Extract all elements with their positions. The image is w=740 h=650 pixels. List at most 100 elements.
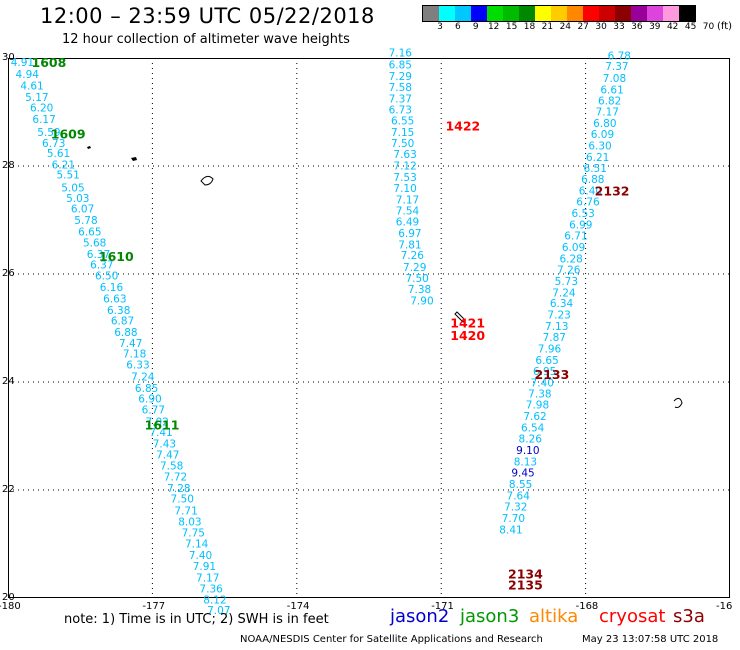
wave-height-value: 6.61 xyxy=(600,84,623,96)
island-outline xyxy=(454,311,466,323)
wave-height-value: 7.02 xyxy=(146,416,169,428)
pass-time-label: 1421 xyxy=(450,316,485,331)
wave-height-value: 6.38 xyxy=(107,305,130,317)
wave-height-value: 6.28 xyxy=(559,253,582,265)
wave-height-value: 7.58 xyxy=(160,461,183,473)
wave-height-value: 7.70 xyxy=(502,513,525,525)
wave-height-value: 7.72 xyxy=(164,472,187,484)
wave-height-value: 6.09 xyxy=(562,242,585,254)
legend-label: 15 xyxy=(505,22,518,32)
wave-height-value: 7.10 xyxy=(393,183,416,195)
satellite-legend-altika: altika xyxy=(529,606,579,627)
wave-height-value: 4.91 xyxy=(11,57,34,69)
legend-swatch xyxy=(503,6,519,21)
legend-label: 33 xyxy=(613,22,625,32)
wave-height-value: 7.29 xyxy=(389,71,412,83)
wave-height-value: 7.16 xyxy=(389,48,413,60)
latitude-tick-label: 28 xyxy=(2,160,15,171)
legend-label: 24 xyxy=(559,22,572,32)
wave-height-value: 6.78 xyxy=(608,50,631,62)
wave-height-value: 6.82 xyxy=(598,96,621,108)
page-subtitle: 12 hour collection of altimeter wave hei… xyxy=(62,32,350,47)
longitude-tick-label: -174 xyxy=(286,601,310,612)
wave-height-value: 7.41 xyxy=(149,427,172,439)
wave-height-value: 7.29 xyxy=(403,262,426,274)
legend-label: 21 xyxy=(541,22,554,32)
wave-height-value: 7.54 xyxy=(396,205,420,217)
island-outline xyxy=(673,397,683,408)
wave-height-value: 6.76 xyxy=(576,197,600,209)
wave-height-value: 7.32 xyxy=(504,502,527,514)
island-outline xyxy=(131,157,137,161)
wave-height-value: 7.07 xyxy=(207,605,230,617)
wave-height-value: 6.80 xyxy=(593,118,616,130)
wave-height-value: 7.18 xyxy=(123,348,146,360)
page-title: 12:00 – 23:59 UTC 05/22/2018 xyxy=(40,4,375,28)
legend-swatch xyxy=(631,6,647,21)
wave-height-value: 6.21 xyxy=(586,152,609,164)
wave-height-value: 7.40 xyxy=(531,378,554,390)
wave-height-value: 7.90 xyxy=(410,295,433,307)
wave-height-value: 7.13 xyxy=(545,321,568,333)
wave-height-value: 6.40 xyxy=(579,185,602,197)
legend-swatch xyxy=(487,6,503,21)
legend-label: 39 xyxy=(649,22,661,32)
pass-time-label: 2133 xyxy=(535,367,570,382)
longitude-tick-label: -168 xyxy=(575,601,599,612)
wave-height-value: 7.12 xyxy=(393,160,416,172)
wave-height-value: 7.17 xyxy=(196,572,219,584)
wave-height-value: 7.47 xyxy=(119,338,142,350)
island-outline xyxy=(200,175,214,186)
legend-label: 70 xyxy=(702,22,715,32)
wave-height-value: 6.37 xyxy=(90,259,113,271)
wave-height-value: 9.45 xyxy=(511,468,534,480)
wave-height-value: 7.26 xyxy=(557,265,581,277)
longitude-tick-label: -180 xyxy=(0,601,21,612)
wave-height-value: 7.24 xyxy=(552,287,576,299)
satellite-legend-cryosat: cryosat xyxy=(599,606,666,627)
satellite-legend-s3a: s3a xyxy=(673,606,705,627)
legend-label: 12 xyxy=(487,22,500,32)
color-scale-legend xyxy=(422,5,696,22)
legend-label: 42 xyxy=(666,22,679,32)
wave-height-value: 6.99 xyxy=(569,219,592,231)
wave-height-value: 7.08 xyxy=(603,73,626,85)
wave-height-value: 7.23 xyxy=(547,310,570,322)
wave-height-value: 6.51 xyxy=(584,163,607,175)
wave-height-value: 6.54 xyxy=(521,422,545,434)
wave-height-value: 7.17 xyxy=(396,194,419,206)
wave-height-value: 5.73 xyxy=(555,276,578,288)
wave-height-value: 6.73 xyxy=(389,104,412,116)
wave-height-value: 6.33 xyxy=(126,360,149,372)
legend-swatch xyxy=(439,6,455,21)
wave-height-value: 6.30 xyxy=(588,140,611,152)
pass-time-label: 1608 xyxy=(32,55,67,70)
longitude-tick-label: -177 xyxy=(142,601,166,612)
wave-height-value: 6.55 xyxy=(391,116,414,128)
legend-swatch xyxy=(615,6,631,21)
pass-time-label: 2132 xyxy=(595,183,630,198)
wave-height-value: 5.68 xyxy=(83,238,106,250)
legend-label: 27 xyxy=(577,22,589,32)
wave-height-value: 7.37 xyxy=(389,94,412,106)
wave-height-value: 7.64 xyxy=(507,490,531,502)
latitude-tick-label: 20 xyxy=(2,592,15,603)
pass-time-label: 1611 xyxy=(145,418,180,433)
legend-swatch xyxy=(567,6,583,21)
wave-height-value: 7.14 xyxy=(185,538,209,550)
wave-height-value: 7.98 xyxy=(526,400,549,412)
legend-swatch xyxy=(583,6,599,21)
pass-time-label: 2135 xyxy=(508,578,543,593)
latitude-tick-label: 22 xyxy=(2,484,15,495)
wave-height-value: 7.50 xyxy=(391,138,414,150)
wave-height-value: 6.20 xyxy=(30,103,53,115)
wave-height-value: 6.63 xyxy=(103,293,126,305)
wave-height-value: 7.38 xyxy=(528,388,551,400)
wave-height-value: 6.50 xyxy=(95,271,118,283)
wave-height-value: 6.97 xyxy=(398,228,421,240)
legend-label: 30 xyxy=(595,22,607,32)
wave-height-value: 7.81 xyxy=(398,239,421,251)
wave-height-value: 5.59 xyxy=(37,127,60,139)
wave-height-value: 7.50 xyxy=(405,273,428,285)
wave-height-value: 7.36 xyxy=(199,583,223,595)
